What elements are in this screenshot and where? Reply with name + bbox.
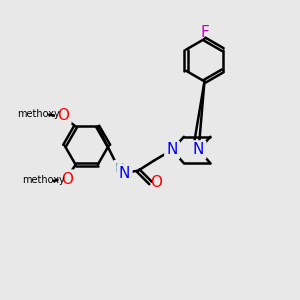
Text: N: N bbox=[167, 142, 178, 158]
Text: O: O bbox=[61, 172, 73, 187]
Text: F: F bbox=[200, 25, 209, 40]
Text: O: O bbox=[151, 176, 163, 190]
Text: O: O bbox=[57, 108, 69, 123]
Text: methoxy: methoxy bbox=[17, 109, 60, 119]
Text: methoxy: methoxy bbox=[22, 175, 64, 185]
Text: H: H bbox=[115, 162, 124, 175]
Text: N: N bbox=[119, 166, 130, 181]
Text: N: N bbox=[193, 142, 204, 158]
